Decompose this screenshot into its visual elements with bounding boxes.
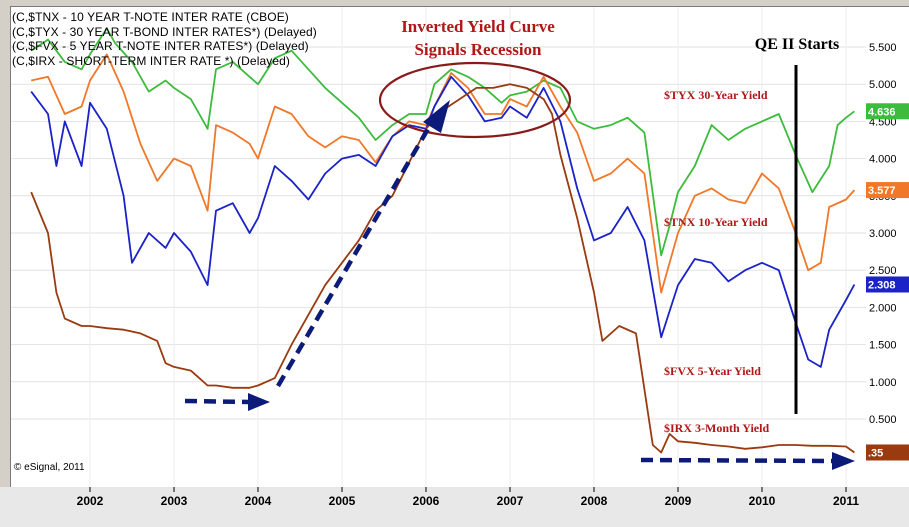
last-value-fvx: 2.308 xyxy=(868,279,896,291)
y-tick-label: 1.500 xyxy=(869,340,897,352)
tyx-annotation: $TYX 30-Year Yield xyxy=(664,88,768,102)
inverted-title-line2: Signals Recession xyxy=(414,40,542,59)
last-value-tag-irx xyxy=(866,444,909,461)
legend-tnx: (C,$TNX - 10 YEAR T-NOTE INTER RATE (CBO… xyxy=(12,10,289,24)
y-tick-label: 4.000 xyxy=(869,154,897,166)
series-line-tyx xyxy=(30,27,855,257)
inverted-title-line1: Inverted Yield Curve xyxy=(401,17,555,36)
last-value-tag-fvx xyxy=(866,276,909,293)
arrow-rise-2004-2006 xyxy=(276,100,450,388)
x-tick-label: 2004 xyxy=(245,494,272,508)
y-tick-label: 5.500 xyxy=(869,42,897,54)
x-tick-label: 2005 xyxy=(329,494,356,508)
last-value-tyx: 4.636 xyxy=(868,106,896,118)
y-axis-panel xyxy=(866,6,909,488)
x-axis-panel xyxy=(0,487,909,527)
y-tick-label: 4.500 xyxy=(869,116,897,128)
irx-annotation: $IRX 3-Month Yield xyxy=(664,421,769,435)
last-value-tag-tnx xyxy=(866,182,909,199)
plot-area xyxy=(10,6,868,488)
y-tick-label: 1.000 xyxy=(869,377,897,389)
y-tick-label: 3.000 xyxy=(869,228,897,240)
tnx-annotation: $TNX 10-Year Yield xyxy=(664,215,768,229)
series-line-fvx xyxy=(30,75,856,368)
last-value-irx: .35 xyxy=(868,447,883,459)
legend-irx: (C,$IRX - SHORT-TERM INTER RATE *) (Dela… xyxy=(12,53,290,68)
last-value-tag-tyx xyxy=(866,103,909,120)
x-tick-label: 2003 xyxy=(161,494,188,508)
x-tick-label: 2007 xyxy=(497,494,524,508)
esignal-credit: © eSignal, 2011 xyxy=(14,462,85,473)
y-tick-label: 0.500 xyxy=(869,414,897,426)
legend: (C,$TNX - 10 YEAR T-NOTE INTER RATE (CBO… xyxy=(12,10,317,68)
arrow-flat-2003 xyxy=(184,393,270,411)
x-tick-label: 2011 xyxy=(833,494,859,508)
y-tick-label: 2.500 xyxy=(869,265,897,277)
grid xyxy=(11,7,866,486)
y-axis-labels: 5.5005.0004.5004.0003.5003.0002.5002.000… xyxy=(869,42,897,426)
series-line-irx xyxy=(30,83,855,454)
x-tick-label: 2010 xyxy=(749,494,776,508)
y-tick-label: 5.000 xyxy=(869,79,897,91)
inverted-curve-ellipse xyxy=(378,61,572,139)
fvx-annotation: $FVX 5-Year Yield xyxy=(664,364,761,378)
last-value-tags: 4.636 3.577 2.308 .35 xyxy=(866,103,909,461)
x-axis-labels: 2002 2003 2004 2005 2006 2007 2008 2009 2010 2011 xyxy=(77,487,859,508)
last-value-tnx: 3.577 xyxy=(868,185,896,197)
x-tick-label: 2009 xyxy=(665,494,692,508)
legend-fvx: (C,$FVX - 5 YEAR T-NOTE INTER RATES*) (D… xyxy=(12,39,309,53)
y-tick-label: 2.000 xyxy=(869,302,897,314)
qe-label: QE II Starts xyxy=(755,36,839,53)
x-tick-label: 2008 xyxy=(581,494,608,508)
x-tick-label: 2002 xyxy=(77,494,104,508)
x-tick-label: 2006 xyxy=(413,494,440,508)
arrow-flat-2009-2011 xyxy=(640,452,855,470)
legend-tyx: (C,$TYX - 30 YEAR T-BOND INTER RATES*) (… xyxy=(12,24,317,39)
series-line-tnx xyxy=(31,53,856,294)
